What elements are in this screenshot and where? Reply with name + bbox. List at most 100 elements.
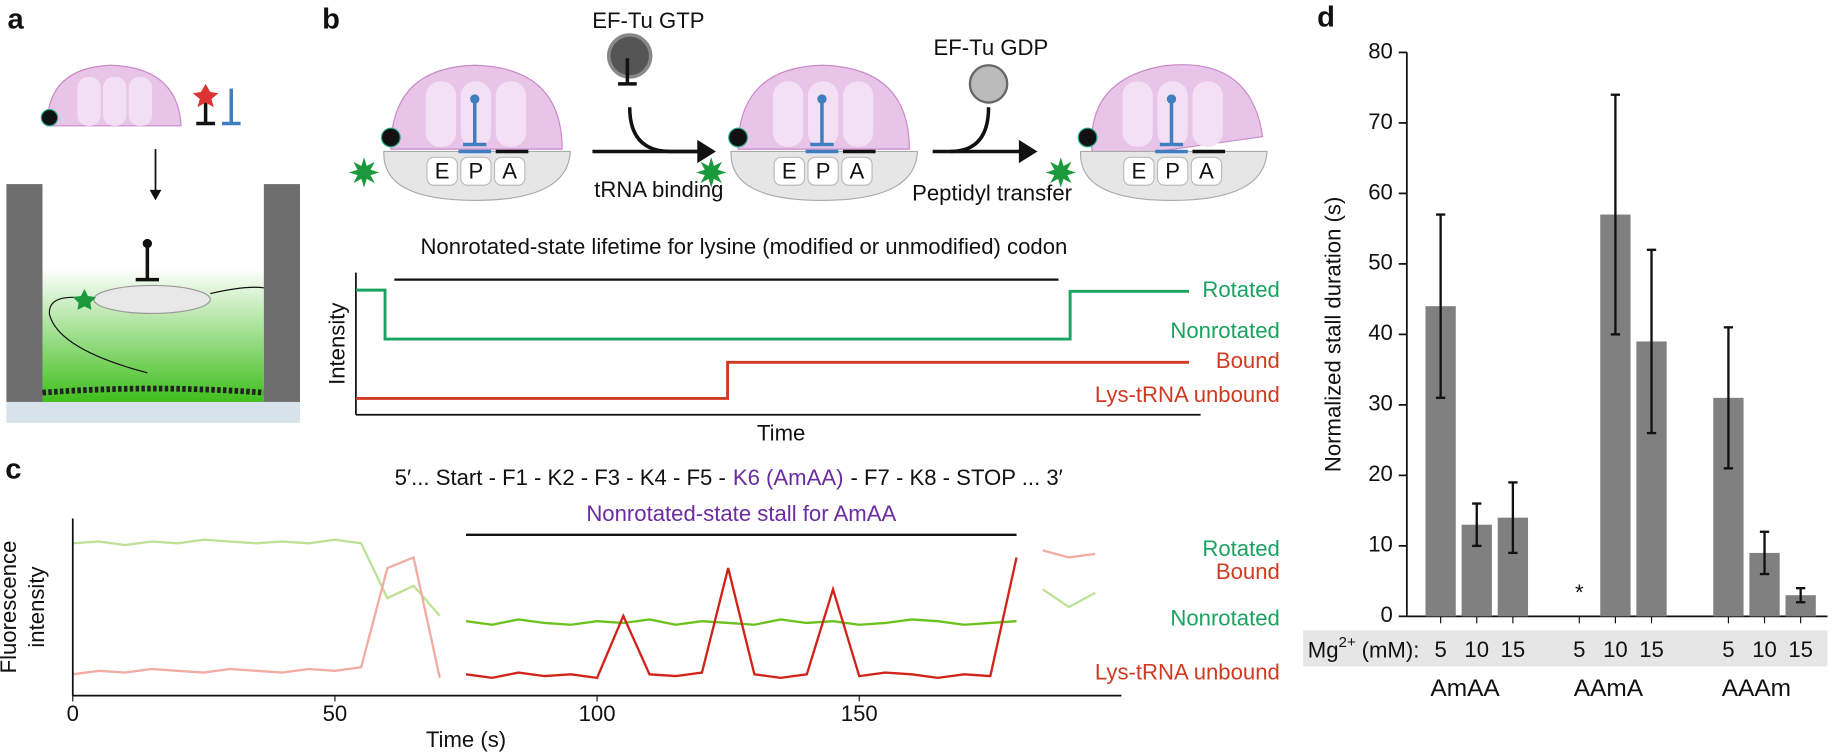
x-tick-label: 15: [1788, 637, 1813, 662]
dye: [696, 157, 727, 188]
x-tick-label: 10: [1752, 637, 1777, 662]
x-tick-label: 100: [579, 701, 616, 726]
generated: E P A E P A E P A5′... Start - F1 - K2 - F3 - K4…: [0, 38, 1828, 752]
dye: [817, 94, 827, 104]
site-box: [1156, 156, 1189, 186]
dye: [72, 288, 97, 310]
panel-b-scheme: EF-Tu GTP tRNA binding EF-Tu GDP Peptidy…: [592, 8, 1072, 205]
site-box: [460, 156, 492, 186]
site-box: [807, 156, 839, 186]
step-label: Peptidyl transfer: [912, 180, 1072, 205]
lobe: [495, 81, 527, 147]
site-box: [426, 156, 458, 186]
y-tick-label: 60: [1368, 179, 1393, 204]
missing-marker: *: [1575, 580, 1584, 605]
arrow: [1018, 139, 1038, 164]
lobe: [842, 81, 874, 147]
sequence-part: K6 (AmAA): [733, 465, 844, 490]
lobe: [128, 76, 153, 126]
y-axis-label-line: intensity: [24, 566, 49, 648]
level-label: Nonrotated: [1170, 606, 1279, 631]
lobe: [1122, 81, 1153, 147]
x-tick-label: 150: [841, 701, 878, 726]
dye: [348, 157, 380, 188]
stall-label: Nonrotated-state stall for AmAA: [586, 501, 896, 526]
axis-label: Intensity: [324, 302, 349, 385]
peg: [42, 385, 265, 396]
level-label: Rotated: [1202, 536, 1280, 561]
lobe: [103, 76, 127, 126]
x-tick-label: 50: [323, 701, 348, 726]
category-title-part: (mM):: [1362, 637, 1420, 662]
codon-sequence: 5′... Start - F1 - K2 - F3 - K4 - F5 - K6…: [395, 465, 1063, 490]
arrow: [950, 107, 991, 154]
well-wall: [263, 184, 300, 402]
y-tick-label: 40: [1368, 320, 1393, 345]
y-axis-label-line: Fluorescence: [0, 541, 21, 674]
level-label: Rotated: [1202, 277, 1280, 302]
dye: [142, 238, 153, 249]
level-label: Lys-tRNA unbound: [1095, 659, 1280, 684]
bar: [1785, 595, 1816, 617]
panel-label: b: [322, 4, 340, 36]
y-axis-label: Normalized stall duration (s): [1320, 197, 1345, 472]
y-tick-label: 20: [1368, 461, 1393, 486]
x-tick-label: 15: [1639, 637, 1664, 662]
site-label: P: [1165, 158, 1180, 183]
dye: [470, 94, 480, 104]
dye: [1045, 157, 1076, 188]
level-label: Nonrotated: [1170, 318, 1279, 343]
group-label: AmAA: [1430, 675, 1500, 702]
category-band: [1303, 630, 1828, 667]
y-tick-label: 0: [1381, 602, 1393, 627]
mrna: [48, 296, 148, 374]
site-label: E: [1131, 158, 1146, 183]
dye: [1077, 127, 1098, 148]
lobe: [773, 81, 804, 147]
site-label: A: [1199, 158, 1214, 183]
dye: [728, 127, 748, 148]
x-tick-label: 5: [1722, 637, 1734, 662]
panel-label: c: [5, 453, 21, 485]
state-trace: [355, 360, 1189, 400]
site-box: [1190, 156, 1223, 186]
site-label: A: [502, 158, 517, 183]
level-label: Bound: [1216, 348, 1280, 373]
site-box: [841, 156, 873, 186]
category-title-part: Mg: [1308, 637, 1339, 662]
site-box: [493, 156, 526, 186]
trace: [72, 549, 1096, 679]
ef-tu: [968, 64, 1009, 104]
site-label: E: [435, 158, 450, 183]
panel-label: d: [1317, 1, 1335, 33]
axis-label: Time: [757, 420, 805, 445]
sequence-part: 5′... Start - F1 - K2 - F3 - K4 - F5 -: [395, 465, 726, 490]
factor-label: EF-Tu GDP: [934, 35, 1049, 60]
site-box: [773, 156, 806, 186]
category-title: Mg2+ (mM):: [1308, 634, 1420, 662]
arrow: [627, 107, 700, 154]
ef-tu: [606, 33, 653, 79]
x-tick-label: 10: [1603, 637, 1628, 662]
x-tick-label: 10: [1464, 637, 1489, 662]
glass: [6, 401, 300, 423]
dye: [40, 108, 59, 127]
group-label: AAmA: [1574, 675, 1644, 702]
site-label: P: [816, 158, 831, 183]
sequence-part: - F7 - K8 - STOP ... 3′: [850, 465, 1062, 490]
site-label: P: [469, 158, 484, 183]
mrna: [210, 286, 264, 295]
panel-a-cartoon: [6, 64, 300, 423]
y-tick-label: 50: [1368, 250, 1393, 275]
y-tick-label: 30: [1368, 391, 1393, 416]
factor-label: EF-Tu GTP: [592, 8, 704, 33]
state-trace: [355, 288, 1189, 341]
level-label: Lys-tRNA unbound: [1095, 382, 1280, 407]
y-tick-label: 10: [1368, 532, 1393, 557]
trace: [72, 538, 1096, 617]
lobe: [1192, 81, 1223, 147]
